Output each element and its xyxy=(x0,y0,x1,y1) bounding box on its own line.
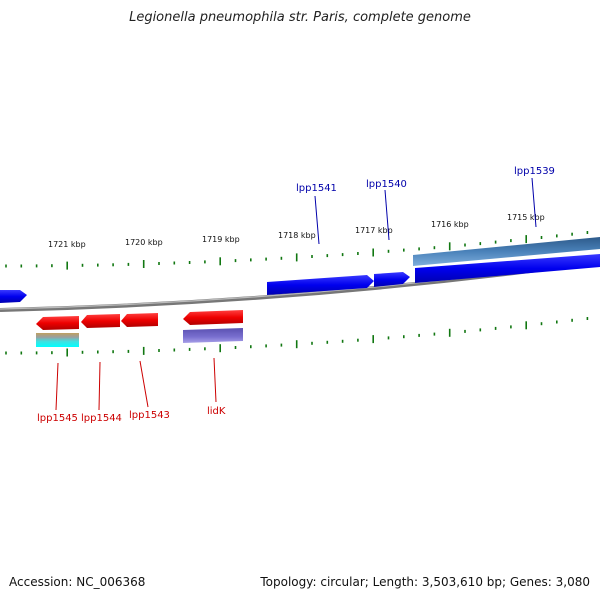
gene-feature-multi[interactable] xyxy=(36,333,79,347)
reverse-gene-labels: lpp1545 lpp1544 lpp1543 lidK xyxy=(37,406,226,424)
leader-line-lidK xyxy=(213,357,217,403)
gene-arrow-lpp1541[interactable] xyxy=(267,275,374,295)
forward-gene-labels: lpp1541 lpp1540 lpp1539 xyxy=(296,166,555,194)
gene-label-lpp1540[interactable]: lpp1540 xyxy=(366,179,407,190)
genome-summary: Topology: circular; Length: 3,503,610 bp… xyxy=(260,575,590,589)
kbp-label: 1716 kbp xyxy=(431,220,469,229)
gene-label-lpp1539[interactable]: lpp1539 xyxy=(514,166,555,177)
leader-line-lpp1545 xyxy=(55,362,59,411)
gene-label-lidK[interactable]: lidK xyxy=(207,406,226,417)
reverse-genes xyxy=(36,310,243,347)
kbp-label: 1718 kbp xyxy=(278,231,316,240)
gene-arrow-lpp1544[interactable] xyxy=(81,314,120,328)
gene-label-lpp1543[interactable]: lpp1543 xyxy=(129,410,170,421)
gene-arrow-lidK[interactable] xyxy=(183,310,243,325)
gene-arrow-forward[interactable] xyxy=(0,290,27,303)
kbp-scale-labels: 1721 kbp 1720 kbp 1719 kbp 1718 kbp 1717… xyxy=(48,213,545,249)
leader-line-lpp1544 xyxy=(98,361,101,411)
gene-label-lpp1545[interactable]: lpp1545 xyxy=(37,413,78,424)
kbp-tick-row-bottom xyxy=(5,317,589,357)
gene-arrow-lpp1543[interactable] xyxy=(121,313,158,327)
accession-label: Accession: NC_006368 xyxy=(9,575,146,589)
gene-label-lpp1541[interactable]: lpp1541 xyxy=(296,183,337,194)
map-title: Legionella pneumophila str. Paris, compl… xyxy=(129,10,471,25)
leader-line-lpp1539 xyxy=(531,177,537,228)
leader-lines xyxy=(55,177,537,411)
kbp-label: 1717 kbp xyxy=(355,226,393,235)
kbp-label: 1721 kbp xyxy=(48,240,86,249)
kbp-label: 1720 kbp xyxy=(125,238,163,247)
leader-line-lpp1540 xyxy=(384,189,390,241)
gene-arrow-lpp1545[interactable] xyxy=(36,316,79,330)
leader-line-lpp1541 xyxy=(314,195,320,245)
gene-label-lpp1544[interactable]: lpp1544 xyxy=(81,413,122,424)
kbp-label: 1719 kbp xyxy=(202,235,240,244)
forward-genes xyxy=(0,237,600,303)
kbp-label: 1715 kbp xyxy=(507,213,545,222)
gene-arrow-lpp1539[interactable] xyxy=(415,254,600,283)
gene-feature-purple[interactable] xyxy=(183,328,243,343)
gene-feature-steel[interactable] xyxy=(413,237,600,266)
gene-arrow-lpp1540[interactable] xyxy=(374,272,410,287)
leader-line-lpp1543 xyxy=(139,360,149,408)
kbp-tick-row-top xyxy=(5,231,589,270)
